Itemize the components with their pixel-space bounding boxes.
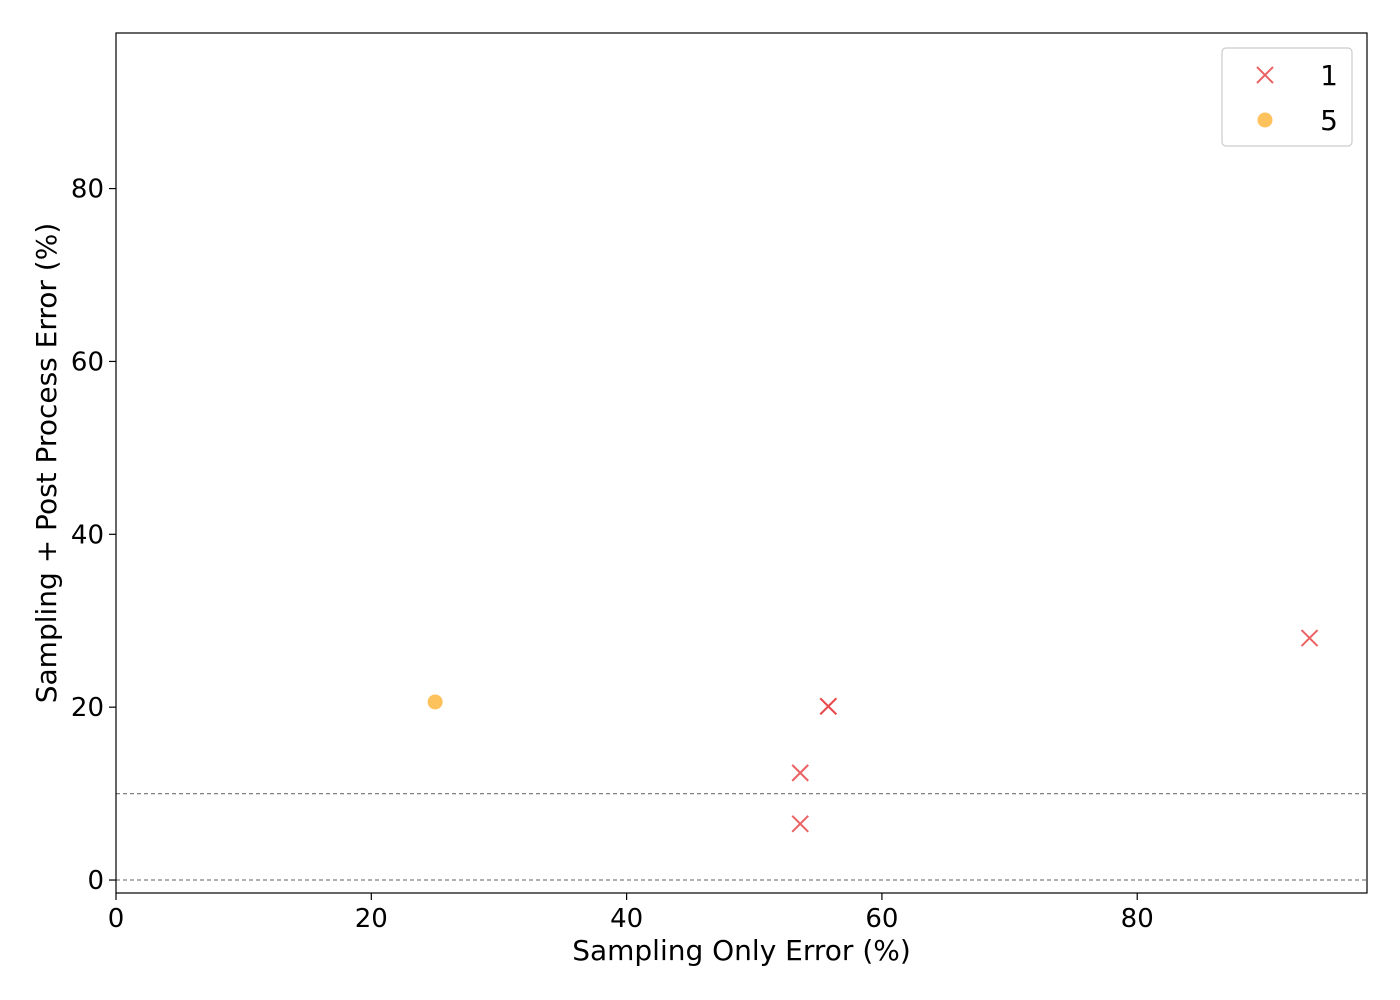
x-tick-label: 0 bbox=[108, 904, 125, 934]
plot-frame bbox=[115, 32, 1368, 894]
legend-marker bbox=[1257, 112, 1273, 128]
x-axis-label: Sampling Only Error (%) bbox=[572, 934, 911, 967]
x-axis-ticks: 0 20 40 60 80 bbox=[108, 893, 1154, 934]
data-point bbox=[791, 815, 809, 833]
y-tick-label: 0 bbox=[87, 866, 104, 896]
legend-label: 1 bbox=[1320, 59, 1338, 92]
y-tick-label: 80 bbox=[71, 175, 104, 205]
data-point bbox=[427, 694, 443, 710]
data-point bbox=[791, 764, 809, 782]
y-axis-label: Sampling + Post Process Error (%) bbox=[30, 223, 63, 704]
legend-label: 5 bbox=[1320, 104, 1338, 137]
y-tick-label: 40 bbox=[71, 520, 104, 550]
data-points bbox=[427, 629, 1319, 833]
data-point bbox=[1300, 629, 1319, 647]
y-axis-ticks: 0 20 40 60 80 bbox=[71, 175, 116, 896]
y-tick-label: 60 bbox=[71, 347, 104, 377]
legend: 15 bbox=[1221, 47, 1353, 147]
x-tick-label: 80 bbox=[1121, 904, 1154, 934]
data-point bbox=[819, 697, 838, 716]
x-tick-label: 40 bbox=[610, 904, 643, 934]
legend-box bbox=[1221, 47, 1353, 147]
legend-marker bbox=[1256, 66, 1274, 84]
x-tick-label: 60 bbox=[865, 904, 898, 934]
reference-lines bbox=[116, 793, 1367, 881]
y-tick-label: 20 bbox=[71, 693, 104, 723]
x-tick-label: 20 bbox=[355, 904, 388, 934]
